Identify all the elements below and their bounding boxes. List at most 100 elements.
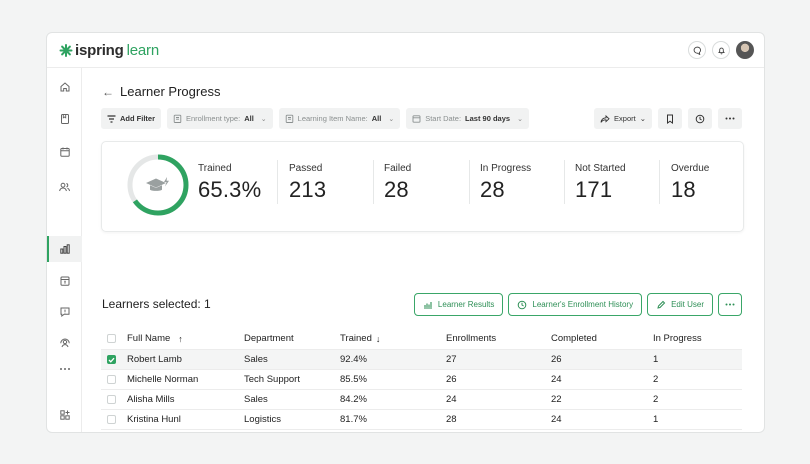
logo-mark-icon xyxy=(59,44,72,57)
row-checkbox[interactable] xyxy=(107,395,116,404)
stat-label: Not Started xyxy=(575,163,626,174)
cell-completed: 22 xyxy=(551,394,562,405)
graduation-cap-icon xyxy=(146,177,169,191)
enrollment-history-label: Learner's Enrollment History xyxy=(532,300,634,309)
column-header-enrollments[interactable]: Enrollments xyxy=(446,333,497,344)
row-checkbox[interactable] xyxy=(107,375,116,384)
cell-full-name[interactable]: Owen Manning xyxy=(127,430,191,432)
enrollment-type-label: Enrollment type: xyxy=(186,114,241,123)
row-checkbox[interactable] xyxy=(107,415,116,424)
cell-completed: 24 xyxy=(551,374,562,385)
bookmark-button[interactable] xyxy=(658,108,682,129)
clock-icon xyxy=(695,114,705,123)
calendar-icon[interactable] xyxy=(47,139,82,165)
row-checkbox[interactable] xyxy=(107,355,116,364)
learner-results-button[interactable]: Learner Results xyxy=(413,293,504,316)
column-header-full-name[interactable]: Full Name ↑ xyxy=(127,328,183,349)
cell-in-progress: 1 xyxy=(653,414,659,425)
column-label: Full Name xyxy=(127,333,171,344)
more-icon[interactable] xyxy=(47,356,82,382)
selection-actions: Learner Results Learner's Enrollment His… xyxy=(413,293,742,316)
chevron-down-icon: ⌄ xyxy=(639,114,646,123)
stat-label: Trained xyxy=(198,163,232,174)
stat-value: 65.3% xyxy=(198,177,262,202)
column-header-completed[interactable]: Completed xyxy=(551,333,597,344)
table-row[interactable]: Robert Lamb Sales 92.4% 27 26 1 xyxy=(101,350,742,370)
stat-value: 171 xyxy=(575,177,613,202)
column-label: Trained xyxy=(340,333,372,344)
toolbar: Export ⌄ xyxy=(594,108,742,129)
cell-full-name[interactable]: Robert Lamb xyxy=(127,354,182,365)
table-row[interactable]: Owen ManningLogistics75.2%28222 xyxy=(101,430,742,432)
bookmark-icon xyxy=(667,114,673,124)
column-header-in-progress[interactable]: In Progress xyxy=(653,333,702,344)
edit-user-label: Edit User xyxy=(671,300,704,309)
column-header-trained[interactable]: Trained ↓ xyxy=(340,328,380,349)
courses-icon[interactable] xyxy=(47,106,82,132)
notification-bell-icon[interactable] xyxy=(712,41,730,59)
logo-text-ispring: ispring xyxy=(75,42,124,59)
main-content: ← Learner Progress Add Filter Enrollment… xyxy=(82,68,764,432)
enrollment-history-button[interactable]: Learner's Enrollment History xyxy=(508,293,643,316)
start-date-dropdown[interactable]: Start Date: Last 90 days ⌄ xyxy=(406,108,529,129)
users-icon[interactable] xyxy=(47,174,82,200)
stat-value: 28 xyxy=(384,177,409,202)
logo[interactable]: ispring learn xyxy=(59,42,159,59)
cell-full-name[interactable]: Alisha Mills xyxy=(127,394,175,405)
cell-in-progress: 2 xyxy=(653,394,659,405)
back-arrow-icon[interactable]: ← xyxy=(102,84,114,99)
history-icon xyxy=(518,300,527,309)
chevron-down-icon: ⌄ xyxy=(260,115,267,123)
reports-icon[interactable] xyxy=(47,236,82,262)
column-header-department[interactable]: Department xyxy=(244,333,294,344)
cell-full-name[interactable]: Kristina Hunl xyxy=(127,414,181,425)
page-title: Learner Progress xyxy=(120,84,221,99)
cell-trained: 85.5% xyxy=(340,374,367,385)
cell-department: Logistics xyxy=(244,414,281,425)
apps-icon[interactable] xyxy=(47,402,82,428)
edit-user-button[interactable]: Edit User xyxy=(647,293,713,316)
stat-label: Overdue xyxy=(671,163,710,174)
clipboard-icon xyxy=(285,114,293,123)
more-icon xyxy=(725,303,735,306)
learner-results-label: Learner Results xyxy=(437,300,495,309)
cell-enrollments: 28 xyxy=(446,430,457,432)
cell-department: Sales xyxy=(244,354,268,365)
enrollment-type-dropdown[interactable]: Enrollment type: All ⌄ xyxy=(167,108,273,129)
share-icon xyxy=(600,114,610,123)
table-row[interactable]: Alisha Mills Sales 84.2% 24 22 2 xyxy=(101,390,742,410)
stat-trained: Trained 65.3% xyxy=(198,163,261,203)
support-icon[interactable] xyxy=(47,330,82,356)
library-icon[interactable] xyxy=(47,268,82,294)
chat-icon[interactable] xyxy=(688,41,706,59)
sort-down-arrow-icon: ↓ xyxy=(375,333,381,344)
table-row[interactable]: Michelle Norman Tech Support 85.5% 26 24 2 xyxy=(101,370,742,390)
trained-progress-ring xyxy=(127,154,189,216)
feedback-icon[interactable] xyxy=(47,299,82,325)
cell-enrollments: 26 xyxy=(446,374,457,385)
cell-in-progress: 2 xyxy=(653,430,658,432)
cell-trained: 92.4% xyxy=(340,354,367,365)
learners-selected-label: Learners selected: 1 xyxy=(102,297,211,311)
select-all-checkbox[interactable] xyxy=(107,334,116,343)
add-filter-button[interactable]: Add Filter xyxy=(101,108,161,129)
export-button[interactable]: Export ⌄ xyxy=(594,108,652,129)
filter-icon xyxy=(107,114,116,123)
learning-item-value: All xyxy=(371,114,382,123)
cell-completed: 22 xyxy=(551,430,562,432)
table-row[interactable]: Kristina Hunl Logistics 81.7% 28 24 1 xyxy=(101,410,742,430)
stat-value: 28 xyxy=(480,177,505,202)
chart-icon xyxy=(423,302,432,309)
more-options-button[interactable] xyxy=(718,108,742,129)
schedule-button[interactable] xyxy=(688,108,712,129)
learning-item-dropdown[interactable]: Learning Item Name: All ⌄ xyxy=(278,108,401,129)
more-icon xyxy=(725,117,735,120)
more-actions-button[interactable] xyxy=(718,293,742,316)
home-icon[interactable] xyxy=(47,74,82,100)
chevron-down-icon: ⌄ xyxy=(517,115,523,123)
cell-full-name[interactable]: Michelle Norman xyxy=(127,374,199,385)
user-avatar[interactable] xyxy=(736,41,754,59)
start-date-value: Last 90 days xyxy=(465,114,511,123)
cell-completed: 26 xyxy=(551,354,562,365)
clipboard-icon xyxy=(173,114,182,123)
